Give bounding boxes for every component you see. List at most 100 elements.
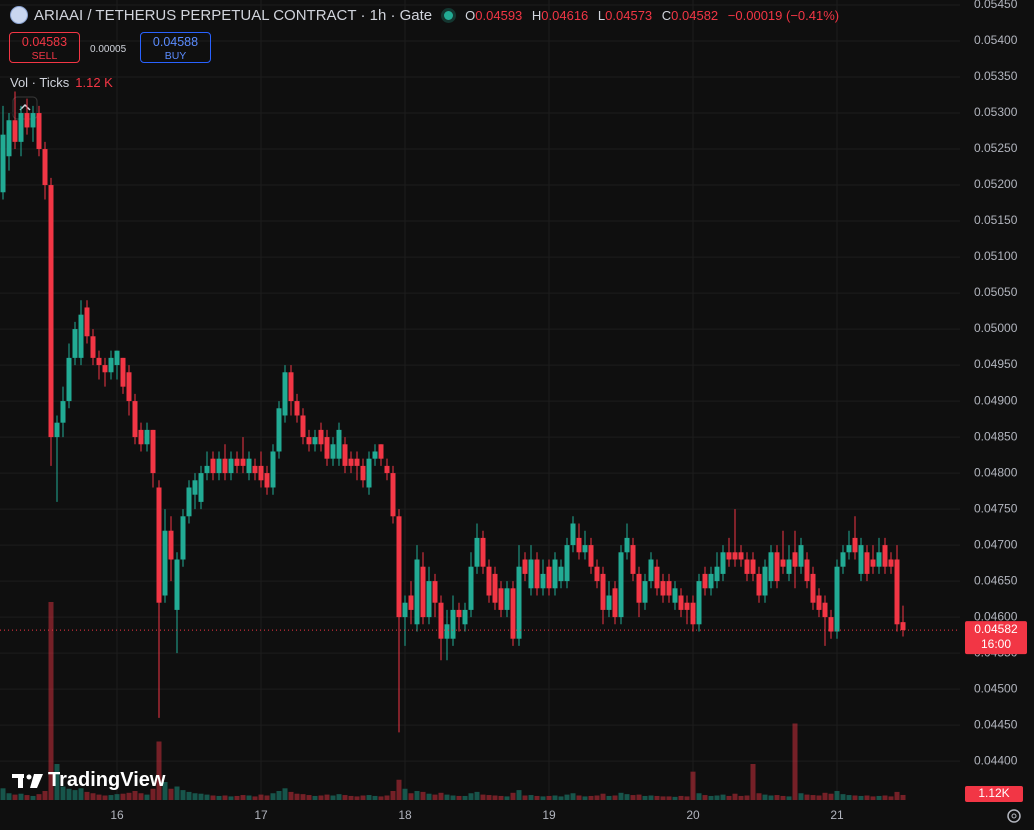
volume-bar [324, 794, 330, 800]
y-tick-label: 0.05300 [974, 105, 1018, 119]
volume-bar [6, 793, 12, 800]
candle-body [678, 595, 684, 610]
candle-body [420, 566, 426, 618]
candle-body [510, 588, 516, 639]
candle-body [414, 559, 420, 625]
volume-bar [846, 795, 852, 800]
candle-body [486, 566, 492, 596]
candle-body [738, 552, 744, 560]
candle-body [900, 622, 906, 631]
candle-body [372, 451, 378, 459]
candle-body [246, 458, 252, 474]
volume-bar [750, 764, 756, 800]
buy-button[interactable]: 0.04588 BUY [140, 32, 211, 63]
candle-body [684, 602, 690, 610]
candle-body [576, 537, 582, 553]
volume-bar [624, 794, 630, 800]
y-tick-label: 0.05450 [974, 0, 1018, 11]
volume-bar [330, 795, 336, 800]
candle-body [816, 595, 822, 610]
last-price-label: 0.04582 [974, 622, 1018, 636]
y-tick-label: 0.05350 [974, 69, 1018, 83]
volume-bar [834, 791, 840, 800]
candle-body [132, 401, 138, 438]
candle-body [108, 357, 114, 373]
volume-bar [732, 793, 738, 800]
volume-value: 1.12 K [75, 75, 113, 90]
x-tick-label: 17 [254, 808, 268, 822]
volume-bar [684, 796, 690, 800]
volume-bar [714, 795, 720, 800]
volume-bar [546, 795, 552, 800]
candle-body [384, 465, 390, 474]
volume-bar [822, 792, 828, 800]
candle-body [732, 552, 738, 560]
candle-body [210, 458, 216, 474]
volume-bar [708, 795, 714, 800]
candle-body [768, 552, 774, 582]
symbol-logo [10, 6, 28, 24]
volume-badge-label: 1.12K [978, 786, 1009, 800]
candle-body [84, 307, 90, 337]
change: −0.00019 (−0.41%) [727, 7, 840, 23]
ohlc-value: 0.04593 [475, 7, 523, 23]
candle-body [432, 581, 438, 603]
candle-body [198, 473, 204, 502]
volume-bar [264, 795, 270, 800]
volume-bar [462, 795, 468, 800]
brand-name: TradingView [48, 769, 166, 791]
volume-bar [678, 795, 684, 800]
volume-bar [768, 795, 774, 800]
candle-body [618, 552, 624, 618]
volume-bar [894, 791, 900, 800]
candle-body [468, 566, 474, 610]
volume-bar [42, 791, 48, 800]
volume-bar [828, 793, 834, 800]
volume-bar [480, 794, 486, 800]
settings-button[interactable] [1007, 809, 1021, 823]
candle-body [528, 559, 534, 589]
volume-bar [390, 791, 396, 800]
candle-body [306, 437, 312, 445]
volume-bar [606, 795, 612, 800]
candle-body [102, 365, 108, 373]
volume-bar [738, 795, 744, 800]
candle-body [552, 559, 558, 589]
volume-bar [126, 792, 132, 800]
volume-bar [564, 794, 570, 800]
candle-body [270, 451, 276, 488]
candle-body [330, 444, 336, 459]
y-tick-label: 0.05200 [974, 177, 1018, 191]
volume-bar [288, 791, 294, 800]
volume-bar [402, 788, 408, 800]
volume-bar [858, 795, 864, 800]
volume-bar [594, 795, 600, 800]
volume-bar [660, 796, 666, 800]
candle-body [492, 573, 498, 603]
candle-body [318, 429, 324, 445]
volume-bar [654, 795, 660, 800]
candle-body [72, 329, 78, 358]
candle-body [600, 573, 606, 610]
volume-bar [576, 795, 582, 800]
volume-bar [540, 796, 546, 800]
y-tick-label: 0.05000 [974, 321, 1018, 335]
volume-bar [504, 796, 510, 800]
candle-body [348, 458, 354, 466]
candle-body [558, 566, 564, 582]
volume-bar [282, 788, 288, 800]
candle-body [612, 588, 618, 618]
volume-bar [96, 794, 102, 800]
volume-bar [342, 795, 348, 800]
candle-body [234, 458, 240, 466]
symbol-title[interactable]: ARIAAI / TETHERUS PERPETUAL CONTRACT · 1… [34, 6, 433, 24]
y-tick-label: 0.05100 [974, 249, 1018, 263]
volume-bar [852, 795, 858, 800]
candle-body [252, 465, 258, 474]
volume-bar [570, 793, 576, 800]
candle-body [720, 552, 726, 574]
volume-bar [36, 794, 42, 800]
sell-button[interactable]: 0.04583 SELL [9, 32, 80, 63]
candle-body [366, 458, 372, 488]
